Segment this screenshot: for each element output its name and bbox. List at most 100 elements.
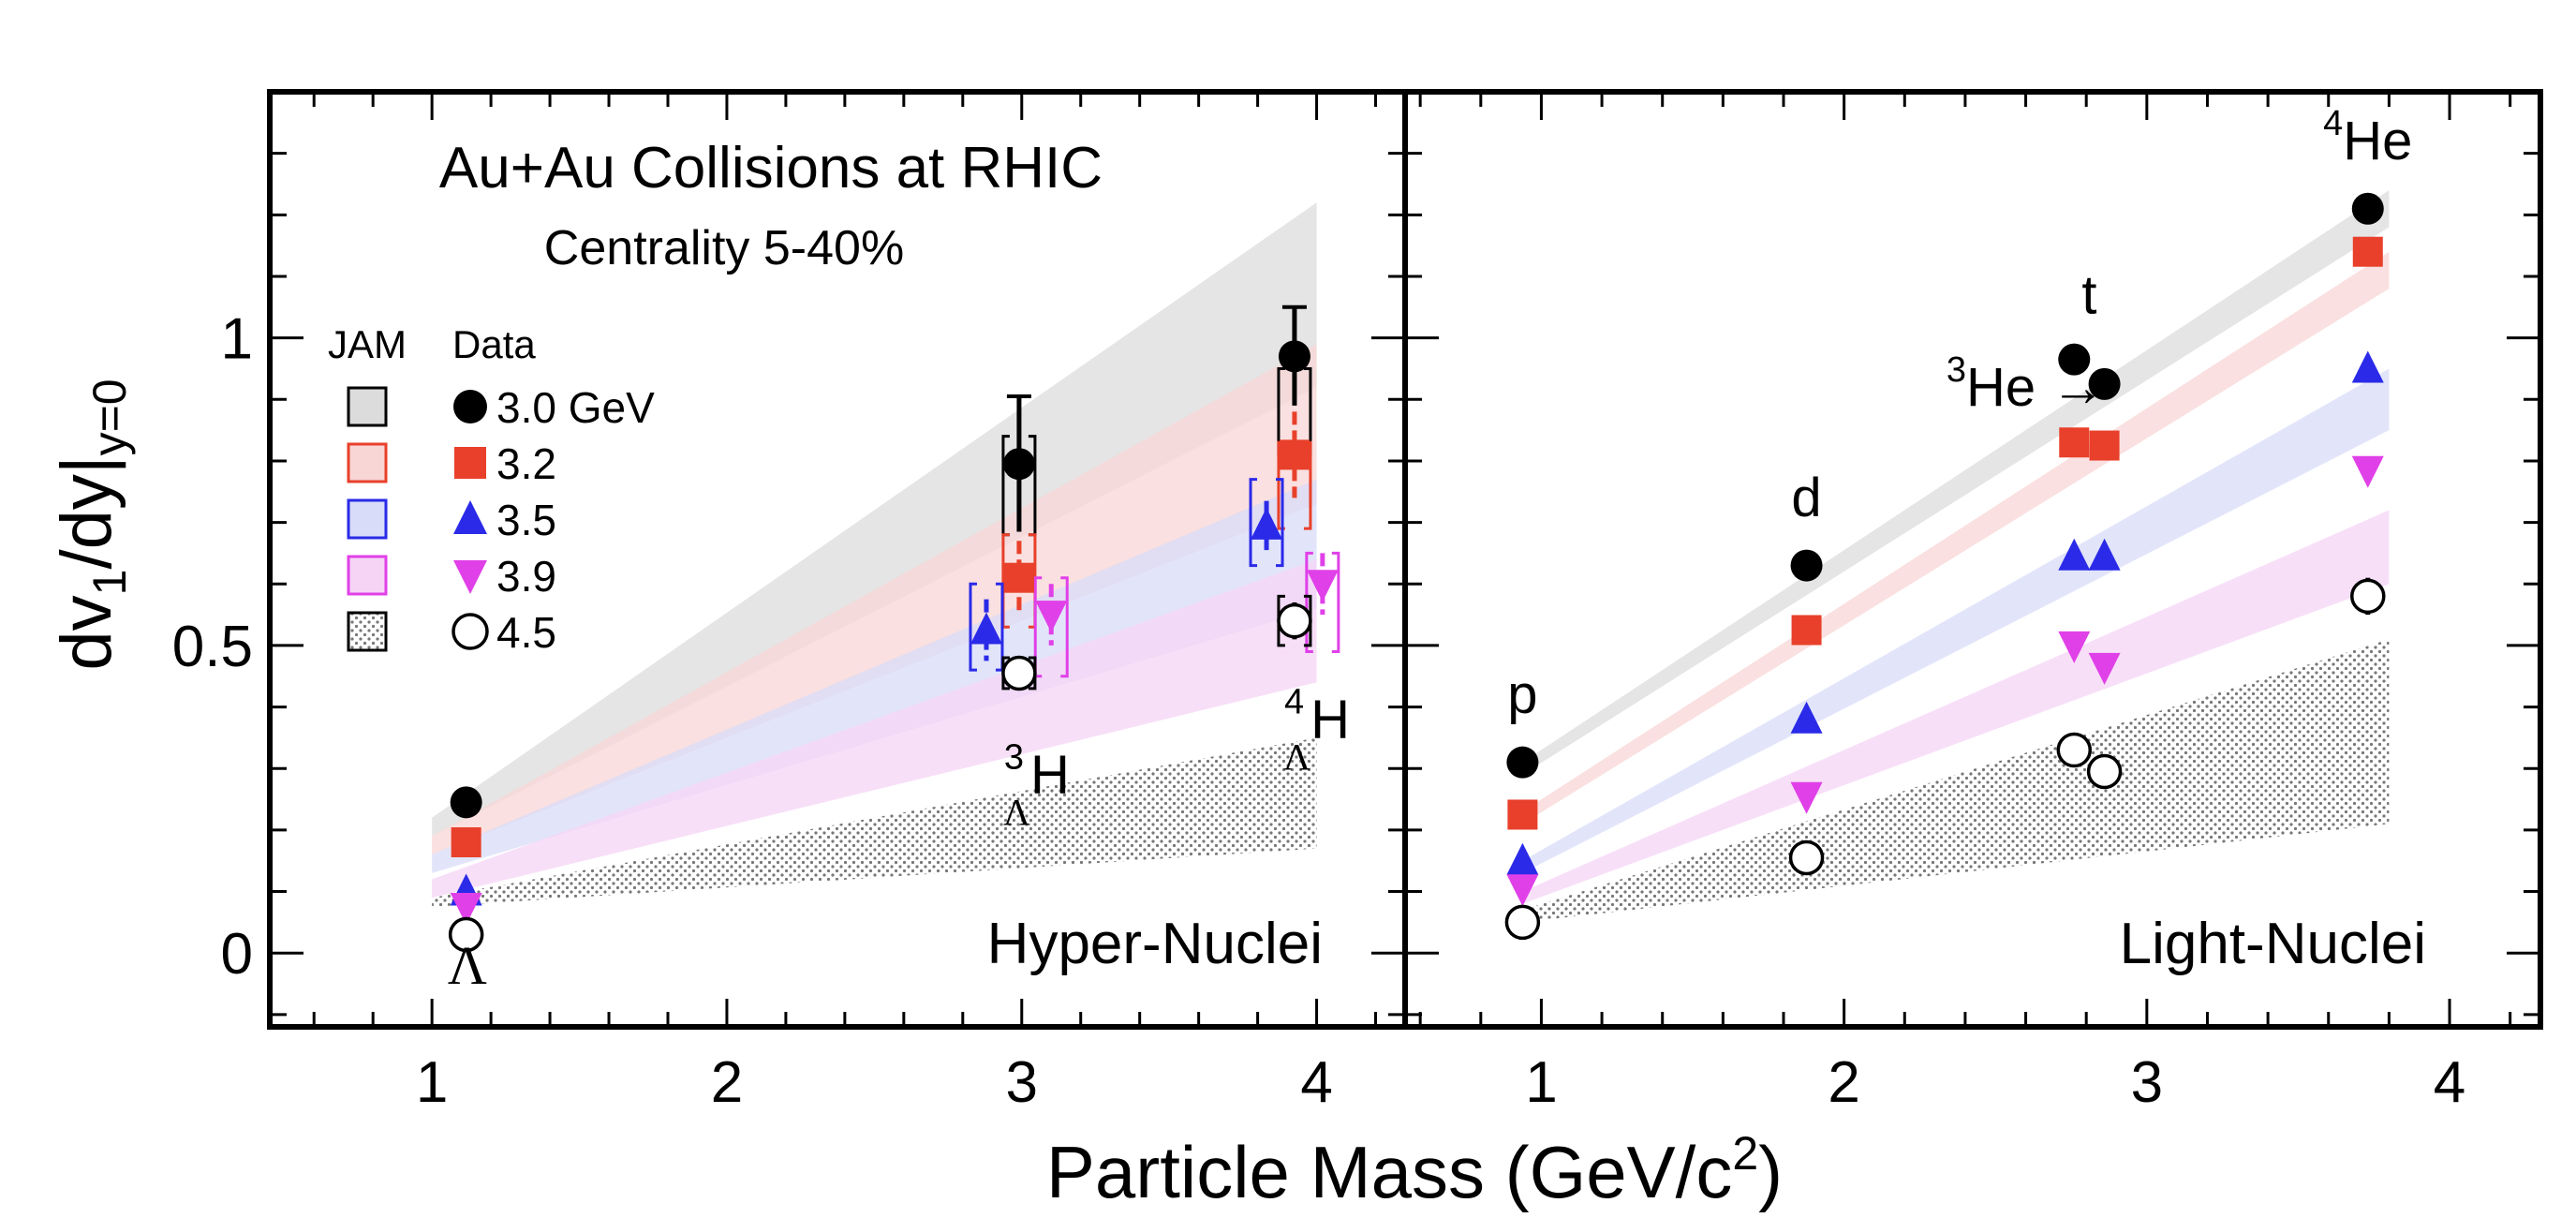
legend-jam-header: JAM [328, 322, 407, 366]
model-band-4-5 [1522, 639, 2390, 923]
data-point-3-0-2 [2058, 343, 2091, 376]
data-point-3-9-0 [450, 892, 482, 925]
x-tick-label: 3 [2131, 1050, 2163, 1115]
data-point-4-5-4 [2350, 578, 2386, 615]
data-point-3-2-1 [1791, 615, 1822, 646]
particle-label-1: 3 ΛH [1003, 738, 1070, 834]
data-point-3-0-0 [1506, 746, 1539, 779]
data-point-3-0-3 [2088, 367, 2121, 400]
legend-jam-box-3-9 [347, 555, 388, 596]
particle-label-4: 4He [2323, 104, 2412, 171]
data-point-3-2-4 [2352, 236, 2383, 267]
sys-bracket-3-9-2 [1305, 551, 1340, 653]
panel-light-nuclei: 1 2 3 4 p d t 3He → 4He Light-Nuclei [1405, 92, 2540, 1115]
legend-marker-3-9 [453, 560, 487, 594]
model-band-3-2 [432, 344, 1317, 855]
x-tick-label: 2 [711, 1050, 743, 1115]
data-point-3-0-1 [1790, 549, 1823, 582]
data-point-3-9-1 [1790, 781, 1823, 814]
x-tick-label: 2 [1828, 1050, 1859, 1115]
light-bands [1522, 190, 2390, 923]
data-point-3-5-2 [1251, 507, 1283, 540]
y-tick-label: 0 [221, 922, 253, 987]
data-point-4-5-3 [2086, 753, 2123, 790]
data-point-3-9-2 [1306, 570, 1339, 602]
data-point-3-5-0 [1506, 842, 1539, 875]
data-point-3-2-0 [1507, 799, 1538, 830]
data-point-3-0-1 [1002, 448, 1035, 481]
legend-data-header: Data [452, 322, 536, 366]
hyper-markers [448, 340, 1339, 953]
legend-label-3-0: 3.0 GeV [496, 383, 655, 432]
data-point-3-2-0 [451, 827, 481, 858]
legend-jam-box-3-0 [347, 386, 388, 427]
data-point-3-9-4 [2351, 455, 2384, 488]
particle-label-0: Λ [448, 935, 487, 996]
particle-label-2: 4 ΛH [1283, 682, 1350, 778]
legend-marker-4-5 [452, 613, 489, 650]
data-point-3-0-0 [450, 786, 482, 819]
legend-marker-3-2 [454, 447, 486, 479]
sys-bracket-3-9-1 [1033, 576, 1069, 678]
legend: JAM Data 3.0 GeV 3.2 3.5 3.9 4.5 [328, 322, 655, 657]
data-point-3-0-2 [1278, 340, 1310, 373]
y-axis-label: dv1/dy|y=0 [47, 379, 136, 670]
data-point-3-2-2 [2059, 427, 2090, 458]
data-point-4-5-0 [448, 916, 484, 953]
data-point-4-5-1 [1788, 839, 1825, 876]
data-point-3-9-2 [2058, 631, 2091, 663]
light-markers [1504, 192, 2386, 941]
data-point-3-5-4 [2351, 350, 2384, 383]
data-point-3-5-1 [970, 612, 1002, 645]
data-point-3-5-1 [1790, 701, 1823, 734]
data-point-3-2-2 [1279, 439, 1310, 470]
legend-jam-box-3-5 [347, 498, 388, 540]
model-band-3-5 [1522, 368, 2390, 873]
data-point-4-5-1 [1001, 655, 1037, 691]
legend-label-3-5: 3.5 [496, 496, 556, 544]
model-band-3-2 [1522, 251, 2390, 824]
model-band-3-9 [432, 559, 1317, 899]
particle-label-3: 3He → [1947, 350, 2105, 418]
model-band-4-5 [432, 737, 1317, 907]
hyper-particle-labels: Λ 3 ΛH 4 ΛH [448, 682, 1350, 996]
plot-subtitle: Centrality 5-40% [544, 221, 904, 275]
plot-title: Au+Au Collisions at RHIC [439, 136, 1103, 201]
model-band-3-0 [1522, 190, 2390, 775]
data-point-3-2-1 [1003, 562, 1034, 593]
y-tick-label: 1 [221, 307, 253, 372]
data-point-3-9-0 [1506, 874, 1539, 907]
light-particle-labels: p d t 3He → 4He [1507, 104, 2412, 725]
model-band-3-5 [432, 479, 1317, 873]
legend-label-3-2: 3.2 [496, 439, 556, 488]
panel-hyper-nuclei: 1 2 3 4 0 0.5 1 Λ 3 ΛH 4 ΛH Au+Au Collisions at RH… [172, 92, 1405, 1115]
sys-bracket-3-5-2 [1249, 478, 1284, 568]
light-panel-name: Light-Nuclei [2120, 912, 2426, 976]
data-point-3-9-1 [1035, 601, 1068, 633]
hyper-panel-name: Hyper-Nuclei [987, 912, 1323, 976]
legend-label-4-5: 4.5 [496, 608, 556, 657]
particle-label-2: t [2081, 264, 2096, 325]
legend-jam-box-4-5 [347, 611, 388, 652]
data-point-4-5-2 [1277, 602, 1312, 639]
x-axis-label: Particle Mass (GeV/c2) [1046, 1127, 1783, 1213]
particle-label-1: d [1791, 468, 1821, 528]
x-tick-label: 1 [1525, 1050, 1557, 1115]
legend-label-3-9: 3.9 [496, 552, 556, 601]
data-point-4-5-2 [2056, 732, 2093, 768]
hyper-bands [432, 202, 1317, 907]
legend-jam-box-3-2 [347, 442, 388, 483]
model-band-3-0 [432, 202, 1317, 837]
data-point-3-2-3 [2089, 430, 2120, 461]
x-tick-label: 4 [1300, 1050, 1332, 1115]
x-tick-label: 1 [416, 1050, 448, 1115]
x-tick-label: 4 [2434, 1050, 2465, 1115]
x-tick-label: 3 [1006, 1050, 1038, 1115]
model-band-3-9 [1522, 510, 2390, 904]
data-point-3-5-3 [2088, 538, 2121, 571]
sys-bracket-3-5-1 [969, 582, 1004, 672]
data-point-4-5-0 [1504, 904, 1541, 941]
data-point-3-5-2 [2058, 538, 2091, 571]
data-point-3-9-3 [2088, 652, 2121, 685]
